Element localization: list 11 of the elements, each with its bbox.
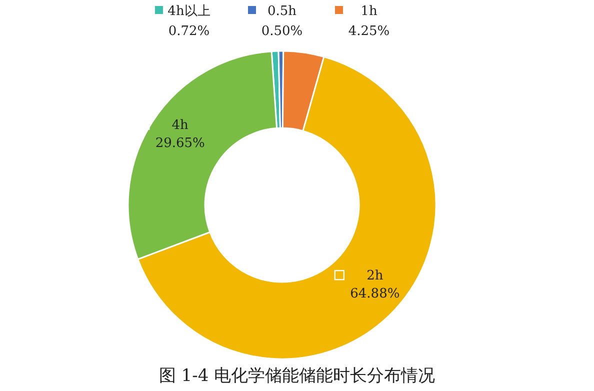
data-label: 29.65% bbox=[155, 136, 205, 152]
data-label: 0.72% bbox=[168, 24, 210, 39]
text: 图 1-4 电化学储能储能时长分布情况 bbox=[158, 366, 436, 386]
slice-label: 4h bbox=[172, 118, 190, 134]
legend-label: 1h bbox=[360, 4, 378, 19]
data-label: 64.88% bbox=[350, 286, 400, 302]
legend-label: 0.5h bbox=[267, 4, 298, 19]
slice-label: 2h bbox=[366, 268, 384, 284]
data-label: 4.25% bbox=[348, 24, 390, 39]
data-label: 0.50% bbox=[261, 24, 303, 39]
legend-label: 4h以上 bbox=[168, 4, 210, 19]
